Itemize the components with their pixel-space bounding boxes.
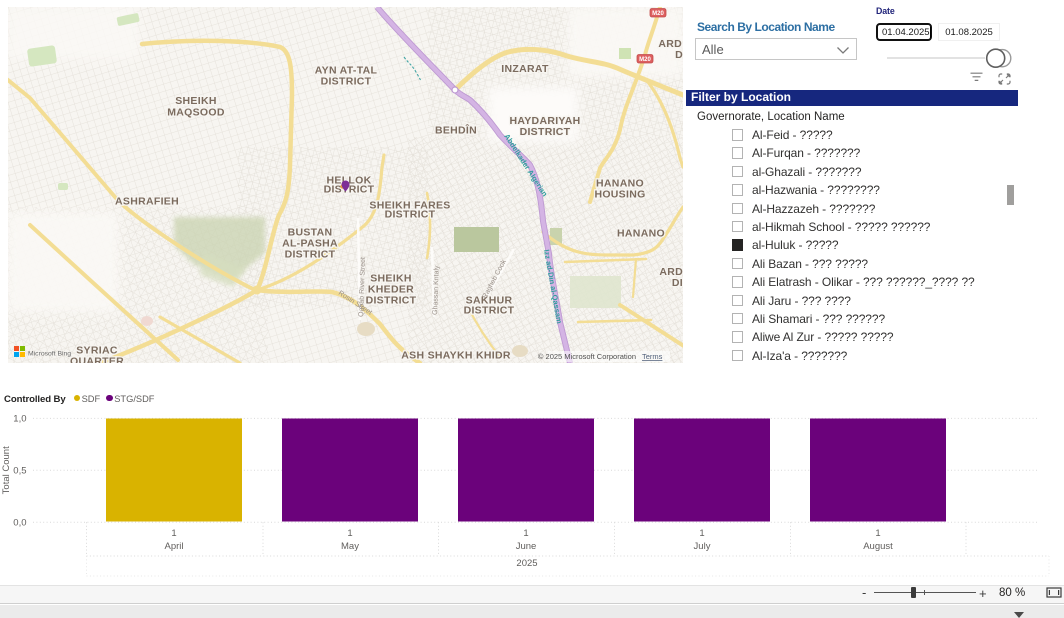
svg-text:1: 1 <box>347 528 352 539</box>
svg-text:August: August <box>863 541 893 552</box>
svg-text:SHEIKH: SHEIKH <box>370 273 411 285</box>
svg-text:HELLOK: HELLOK <box>327 175 372 187</box>
svg-text:AYN AT-TAL: AYN AT-TAL <box>315 65 378 77</box>
svg-text:May: May <box>341 541 359 552</box>
svg-text:SYRIAC: SYRIAC <box>76 345 118 357</box>
svg-text:AL-PASHA: AL-PASHA <box>282 238 338 250</box>
svg-text:SHEIKH: SHEIKH <box>175 95 216 107</box>
svg-text:Total Count: Total Count <box>1 446 12 494</box>
svg-text:SHEIKH FARES: SHEIKH FARES <box>369 200 450 212</box>
svg-text:June: June <box>516 541 537 552</box>
svg-text:DISTRICT: DISTRICT <box>464 305 515 317</box>
svg-text:HANANO: HANANO <box>596 178 644 190</box>
svg-text:KHEDER: KHEDER <box>368 284 414 296</box>
svg-text:BEHDÎN: BEHDÎN <box>435 124 477 137</box>
svg-text:MAQSOOD: MAQSOOD <box>167 107 225 119</box>
svg-text:DISTRICT: DISTRICT <box>520 126 571 138</box>
svg-text:ARD: ARD <box>658 38 682 50</box>
svg-text:April: April <box>164 541 183 552</box>
svg-text:DISTRICT: DISTRICT <box>366 295 417 307</box>
svg-text:1: 1 <box>523 528 528 539</box>
svg-text:1: 1 <box>171 528 176 539</box>
svg-text:1,0: 1,0 <box>13 414 26 425</box>
svg-text:ASHRAFIEH: ASHRAFIEH <box>115 196 179 208</box>
svg-text:DISTRICT: DISTRICT <box>321 76 372 88</box>
svg-text:HANANO: HANANO <box>617 228 665 240</box>
svg-text:DISTRICT: DISTRICT <box>285 249 336 261</box>
svg-text:HAYDARIYAH: HAYDARIYAH <box>509 115 580 127</box>
svg-text:HOUSING: HOUSING <box>594 189 645 201</box>
svg-text:BUSTAN: BUSTAN <box>288 227 333 239</box>
svg-text:1: 1 <box>699 528 704 539</box>
svg-text:M20: M20 <box>652 11 664 17</box>
svg-text:July: July <box>694 541 711 552</box>
svg-text:Ghassan Kntaly: Ghassan Kntaly <box>432 265 441 315</box>
svg-text:© 2025 Microsoft Corporation: © 2025 Microsoft Corporation <box>538 352 636 361</box>
svg-text:0,5: 0,5 <box>13 466 26 477</box>
svg-text:QUARTER: QUARTER <box>70 356 124 364</box>
svg-text:ASH SHAYKH KHIDR: ASH SHAYKH KHIDR <box>401 350 511 362</box>
svg-text:Terms: Terms <box>642 352 663 361</box>
svg-text:SAKHUR: SAKHUR <box>466 295 513 307</box>
svg-text:1: 1 <box>875 528 880 539</box>
svg-text:2025: 2025 <box>516 558 537 569</box>
svg-text:DISTRICT: DISTRICT <box>385 209 436 221</box>
svg-text:Microsoft Bing: Microsoft Bing <box>28 351 71 358</box>
svg-text:DISTRICT: DISTRICT <box>324 184 375 196</box>
svg-text:Qabab River Street: Qabab River Street <box>358 257 367 317</box>
svg-text:M20: M20 <box>639 57 651 63</box>
svg-text:ARD: ARD <box>659 266 683 278</box>
svg-text:DI: DI <box>672 277 683 289</box>
svg-text:0,0: 0,0 <box>13 518 26 529</box>
svg-text:D: D <box>675 49 683 61</box>
svg-text:INZARAT: INZARAT <box>501 63 549 75</box>
